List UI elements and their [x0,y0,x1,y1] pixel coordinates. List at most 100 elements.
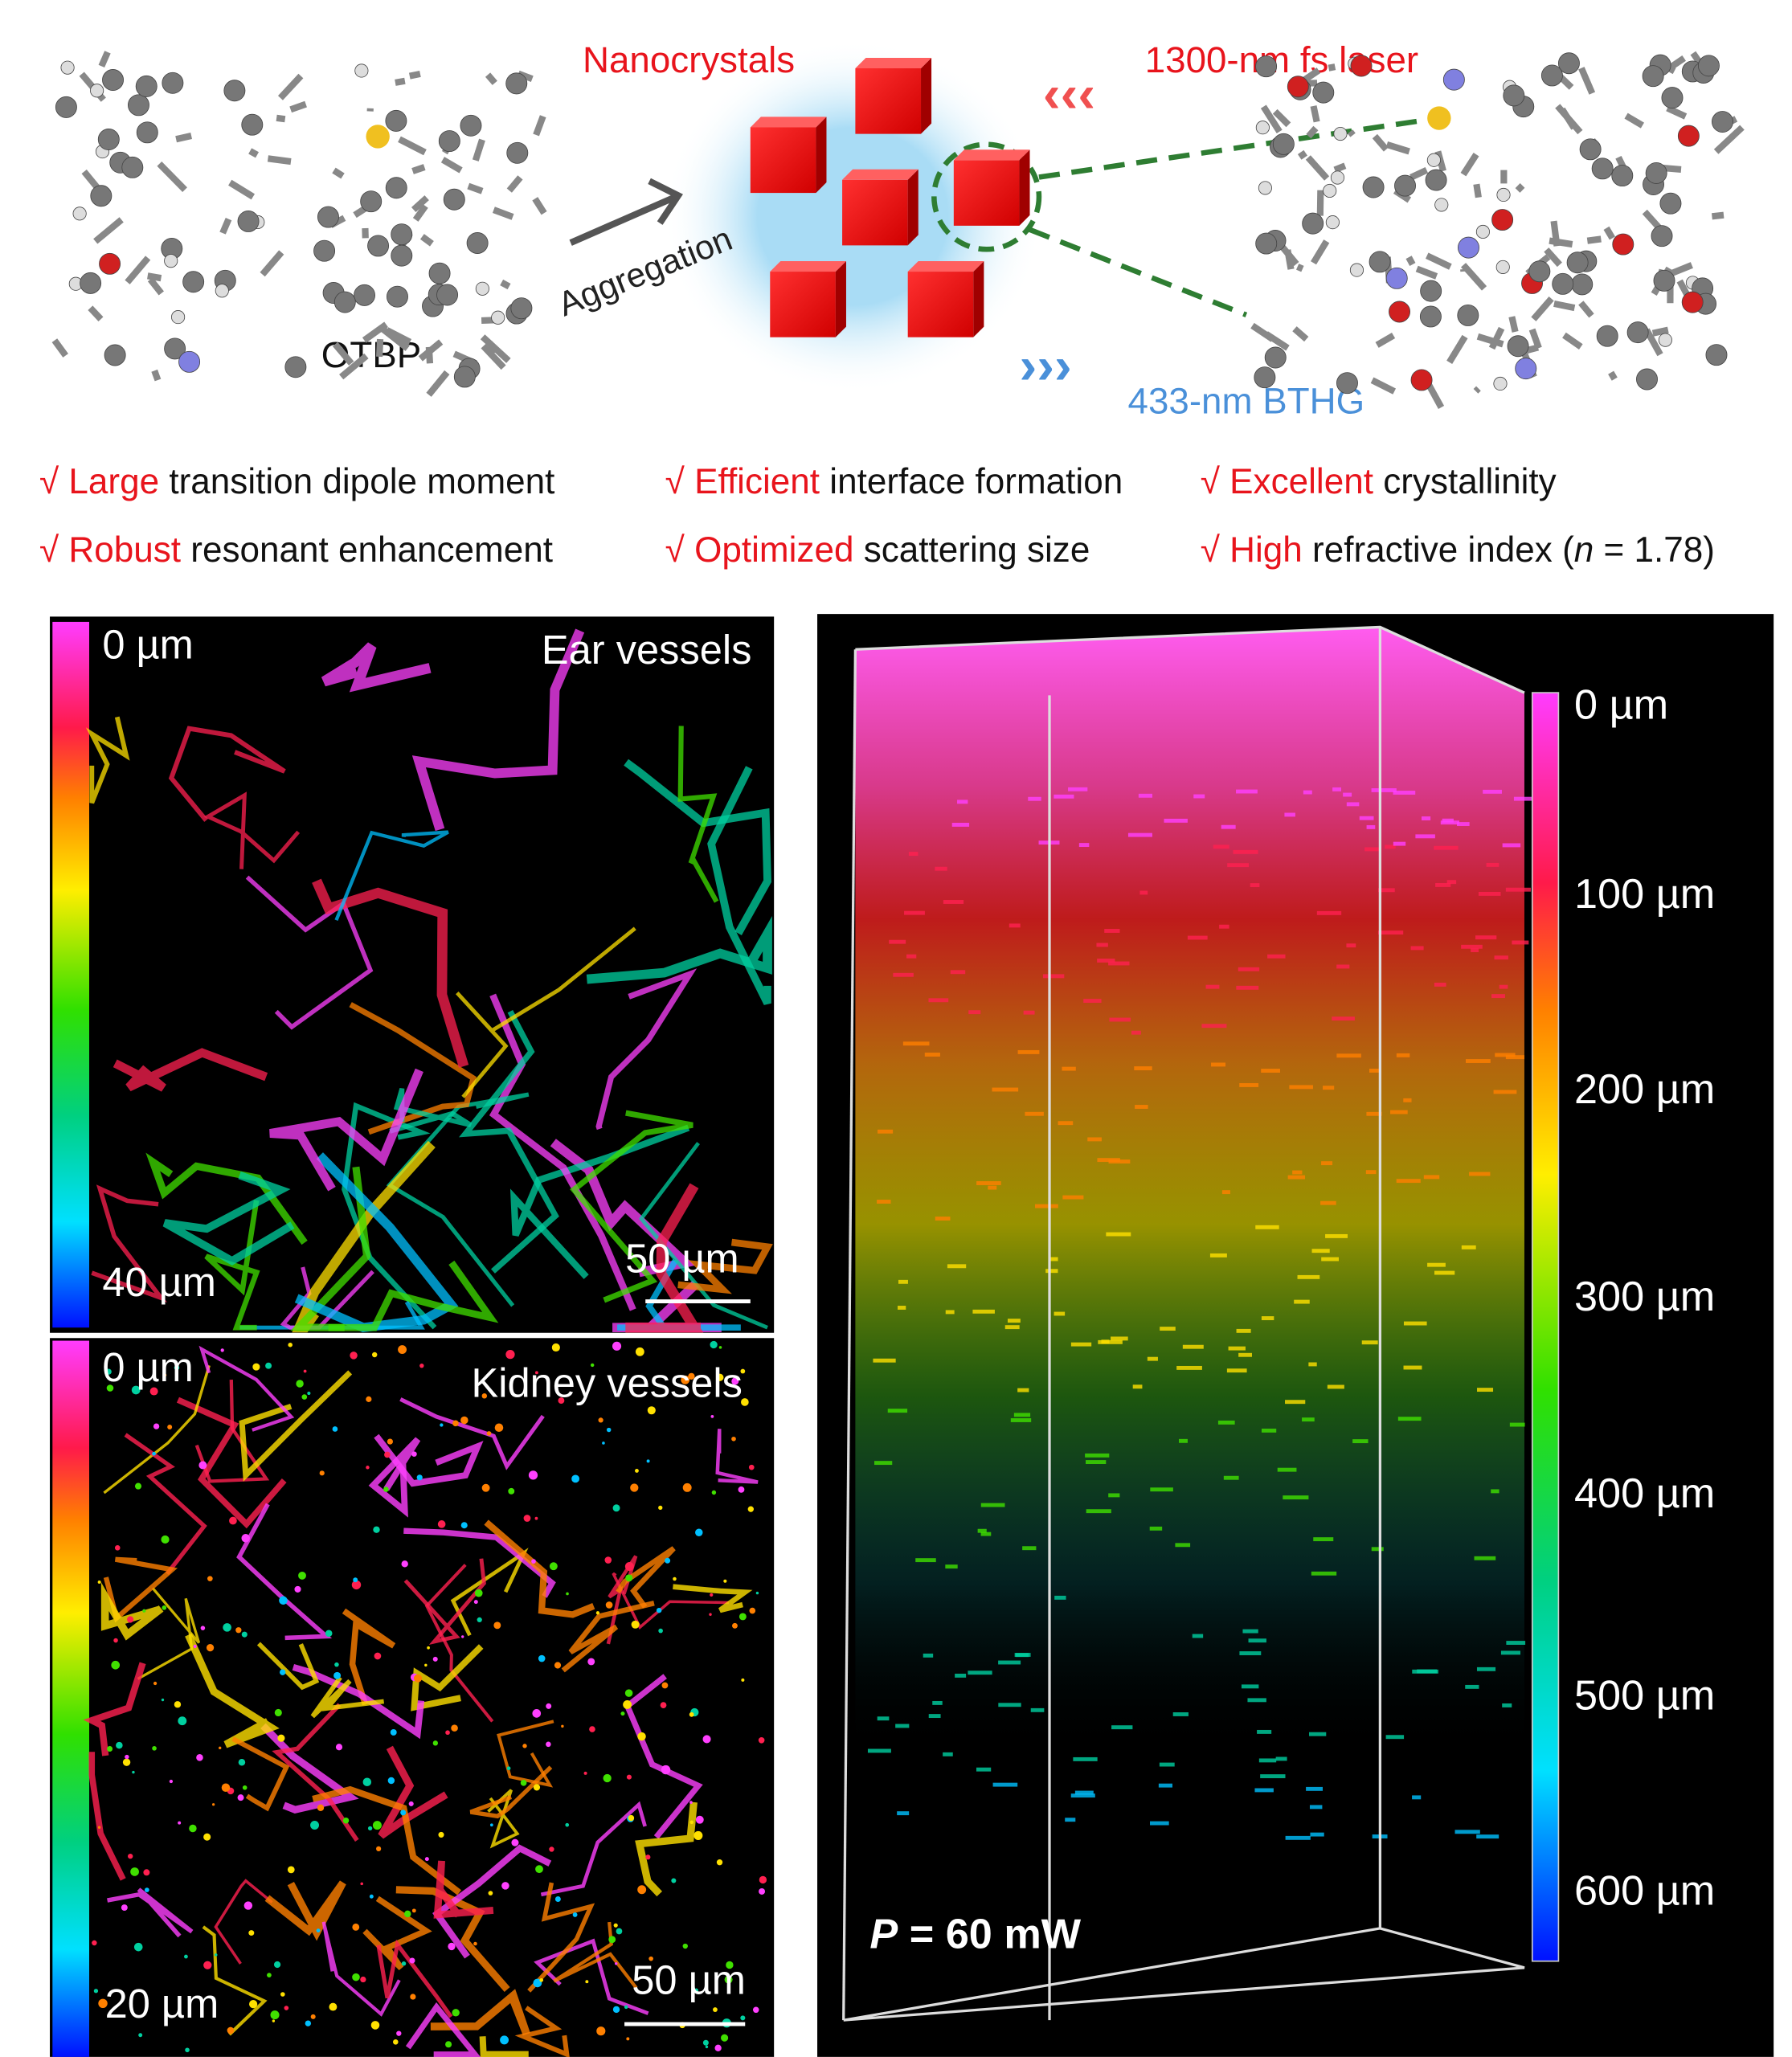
speck [167,1425,173,1429]
vessel [456,926,636,1098]
speck [747,1506,754,1512]
streak [1236,985,1259,990]
streak [1242,1629,1258,1634]
streak [1149,1526,1163,1531]
vessel [162,1172,295,1266]
bond [147,277,164,296]
atom [453,366,476,388]
speck [755,1591,759,1595]
bond [1385,141,1410,155]
streak [1369,1069,1380,1073]
atom [1681,291,1704,313]
speck [688,1372,695,1380]
streak [968,1671,992,1675]
feature: √ Optimized scattering size [665,530,1090,570]
speck [351,1580,362,1590]
streak [1109,1017,1131,1022]
speck [409,1957,415,1964]
colorbar-label: 600 µm [1574,1868,1715,1915]
atom [164,337,186,360]
streak [1309,1805,1323,1810]
speck [373,1526,380,1533]
streak [976,1767,992,1772]
speck [122,1758,131,1766]
vessels [867,787,1535,1840]
streak [1371,1547,1384,1552]
vessel [707,766,771,1005]
feature-text: scattering size [864,530,1090,570]
speck [387,1777,395,1785]
speck [635,1469,639,1473]
highlight: Optimized [694,530,853,570]
speck [505,1349,515,1360]
speck [595,1611,600,1615]
streak [1393,841,1406,846]
bond [1531,296,1554,321]
speck [371,1352,378,1358]
bond [1372,133,1389,152]
bond [1415,265,1438,280]
streak [1471,948,1479,952]
speck [178,1716,187,1726]
speck [279,1596,288,1605]
atom [1369,251,1391,273]
bond [1328,63,1336,72]
streak [1158,1783,1172,1788]
streak [1478,891,1501,896]
streak [1421,816,1431,820]
speck [138,2033,143,2038]
speck [369,1894,374,1899]
atom [387,285,408,308]
nanocrystal [855,68,922,134]
speck [561,1724,564,1728]
vessel [534,1938,649,2015]
speck [481,1483,490,1492]
streak [1073,1756,1098,1761]
atom [333,291,356,313]
bond [1553,300,1576,312]
vessel [124,1433,207,1576]
streak [1022,1546,1037,1551]
speck [303,1369,307,1373]
bond [398,136,427,156]
atom [1336,372,1358,395]
streak [898,1306,906,1310]
vessels [83,1340,767,2057]
bond [481,343,506,370]
speck [612,1504,620,1512]
vessel [100,1582,164,1641]
streak [1267,954,1286,959]
speck [193,1644,197,1649]
atom [1475,224,1490,239]
streak [1211,1062,1226,1067]
speck [273,1961,281,1969]
atom [1636,368,1658,391]
speck [500,2035,509,2045]
vessel [561,1601,655,1673]
depth-bottom: 20 µm [105,1981,219,2026]
speck [432,1656,438,1662]
colorbar [52,1340,90,2057]
speck [572,1912,578,1917]
speck [635,1347,644,1356]
streak [1179,1438,1188,1443]
speck [705,2045,709,2049]
streak [1247,1698,1266,1703]
streak [1475,935,1497,940]
streak [1427,1262,1446,1267]
vessel [334,830,449,921]
streak [1502,1703,1512,1707]
bond [267,155,292,166]
speck [614,1962,618,1965]
speck [625,1574,633,1582]
speck [753,2006,759,2014]
atom [1458,236,1479,259]
bond [412,203,428,222]
atom [391,244,413,267]
vessel [489,993,636,1311]
laser-chevrons: ‹‹‹ [1043,64,1095,123]
speck [749,1607,756,1614]
atom [491,310,505,325]
vessel [280,1266,374,1330]
streak [1505,887,1531,892]
